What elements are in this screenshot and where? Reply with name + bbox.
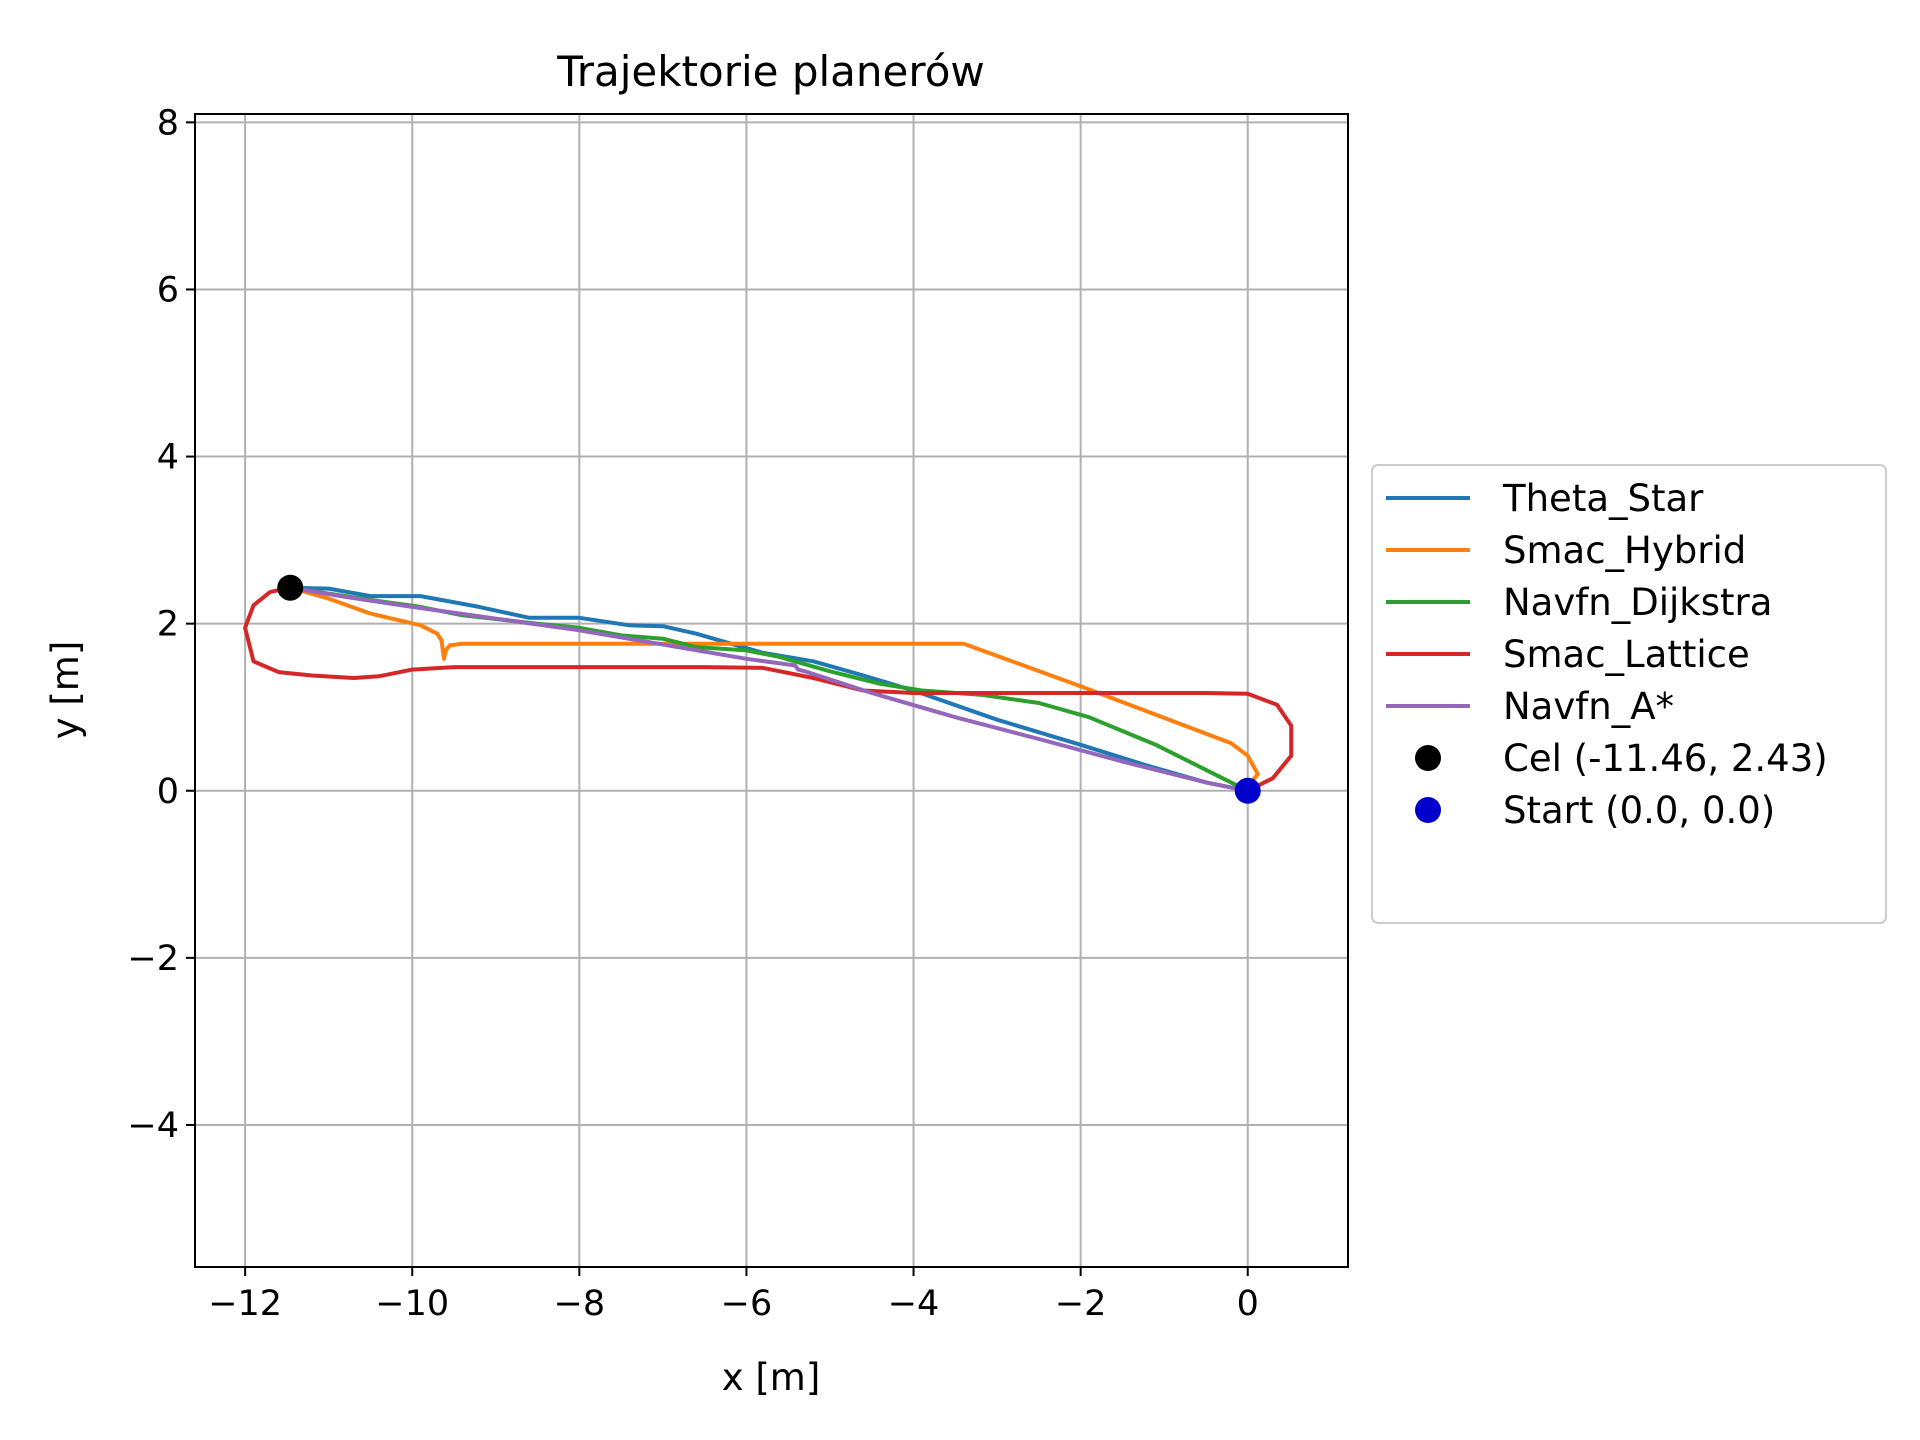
x-axis-label: x [m] [722, 1356, 821, 1399]
point-markers [277, 574, 1261, 804]
series-lines [243, 585, 1294, 793]
y-tick-label: −2 [127, 939, 179, 979]
goal-marker [277, 574, 304, 601]
plot-frame [194, 113, 1349, 1268]
series-line-smac-lattice [243, 585, 1294, 793]
legend-marker-swatch [1415, 745, 1441, 771]
legend-marker-swatch [1415, 797, 1441, 823]
grid [195, 114, 1348, 1267]
legend-label: Smac_Hybrid [1503, 529, 1746, 572]
y-tick-label: 6 [157, 270, 179, 310]
legend-box [1371, 464, 1887, 924]
series-line-theta-star [288, 585, 1250, 793]
x-tick-label: −6 [721, 1284, 773, 1324]
legend-label: Cel (-11.46, 2.43) [1503, 737, 1828, 780]
legend-label: Theta_Star [1502, 477, 1704, 520]
legend: Theta_Star Smac_Hybrid Navfn_Dijkstra Smac_… [1371, 464, 1887, 924]
y-tick-label: 0 [157, 772, 179, 812]
x-axis-ticks: −12 −10 −8 −6 −4 −2 0 [208, 1267, 1259, 1324]
y-tick-label: 4 [157, 438, 179, 478]
legend-label: Start (0.0, 0.0) [1503, 789, 1775, 832]
legend-label: Smac_Lattice [1503, 633, 1750, 676]
legend-label: Navfn_Dijkstra [1503, 581, 1772, 624]
y-axis-label: y [m] [44, 641, 87, 740]
y-tick-label: −4 [127, 1106, 179, 1146]
x-tick-label: −2 [1055, 1284, 1107, 1324]
x-tick-label: −12 [208, 1284, 282, 1324]
y-tick-label: 2 [157, 605, 179, 645]
x-tick-label: −10 [375, 1284, 449, 1324]
series-line-navfn-a [288, 585, 1250, 793]
legend-label: Navfn_A* [1503, 685, 1674, 728]
y-tick-label: 8 [157, 103, 179, 143]
chart-title: Trajektorie planerów [556, 47, 985, 96]
y-axis-ticks: −4 −2 0 2 4 6 8 [127, 103, 195, 1146]
start-marker [1234, 777, 1261, 804]
x-tick-label: −4 [888, 1284, 940, 1324]
x-tick-label: −8 [554, 1284, 606, 1324]
x-tick-label: 0 [1237, 1284, 1259, 1324]
plot-area [195, 114, 1348, 1267]
series-line-smac-hybrid [288, 585, 1260, 789]
